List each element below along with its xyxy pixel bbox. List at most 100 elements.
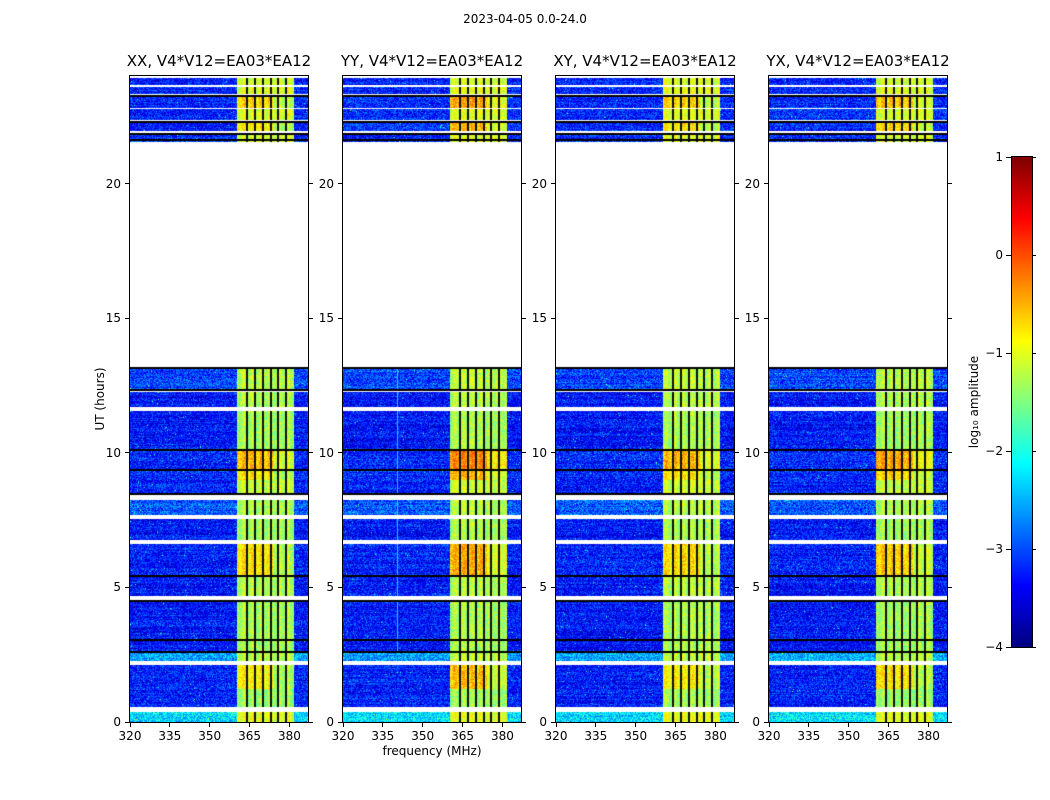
y-tick <box>338 452 342 454</box>
x-tick-label: 365 <box>238 729 261 743</box>
y-tick <box>948 721 952 723</box>
colorbar-tick-label: −4 <box>985 640 1003 654</box>
x-tick-label: 350 <box>837 729 861 743</box>
y-tick <box>338 721 342 723</box>
colorbar-tick-label: −3 <box>985 542 1003 556</box>
y-tick <box>125 452 129 454</box>
panel-title-xx: XX, V4*V12=EA03*EA12 <box>126 52 312 70</box>
x-tick-label: 380 <box>277 729 301 743</box>
y-tick <box>125 183 129 185</box>
x-tick-label: 320 <box>544 729 568 743</box>
x-tick <box>675 723 677 727</box>
colorbar-tick-label: 0 <box>995 248 1003 262</box>
y-tick-label: 15 <box>531 311 547 326</box>
colorbar-tick <box>1033 646 1036 648</box>
x-tick-label: 335 <box>797 729 821 743</box>
x-tick <box>555 723 557 727</box>
y-tick <box>125 586 129 588</box>
y-tick-label: 15 <box>744 311 760 326</box>
y-tick-label: 20 <box>105 176 121 191</box>
colorbar-label: log₁₀ amplitude <box>967 355 981 449</box>
y-tick <box>948 183 952 185</box>
panel-xy <box>555 75 735 723</box>
y-tick-label: 20 <box>744 176 760 191</box>
y-tick <box>948 586 952 588</box>
colorbar <box>1011 156 1033 648</box>
y-tick <box>125 317 129 319</box>
colorbar-tick <box>1033 254 1036 256</box>
x-tick <box>595 723 597 727</box>
y-tick <box>551 452 555 454</box>
panel-xx <box>129 75 309 723</box>
y-tick <box>338 183 342 185</box>
spectrogram-canvas-yy <box>343 76 521 722</box>
x-tick <box>209 723 211 727</box>
y-tick-label: 0 <box>113 715 121 729</box>
y-tick <box>338 586 342 588</box>
y-tick <box>551 586 555 588</box>
y-tick <box>735 586 739 588</box>
colorbar-tick <box>1033 156 1036 158</box>
colorbar-gradient <box>1012 157 1032 647</box>
x-tick-label: 350 <box>198 729 222 743</box>
x-tick <box>501 723 503 727</box>
spectrogram-canvas-xy <box>556 76 734 722</box>
x-tick <box>422 723 424 727</box>
y-tick <box>551 183 555 185</box>
y-tick <box>309 183 313 185</box>
spectrogram-canvas-xx <box>130 76 308 722</box>
y-tick-label: 10 <box>531 445 547 460</box>
figure-title: 2023-04-05 0.0-24.0 <box>463 12 587 26</box>
y-tick-label: 20 <box>531 176 547 191</box>
colorbar-tick <box>1006 646 1011 648</box>
panel-yx <box>768 75 948 723</box>
colorbar-tick <box>1006 156 1011 158</box>
colorbar-tick <box>1006 352 1011 354</box>
y-tick <box>309 317 313 319</box>
x-tick-label: 380 <box>916 729 940 743</box>
x-axis-label: frequency (MHz) <box>382 744 482 758</box>
y-tick-label: 5 <box>752 580 760 595</box>
colorbar-tick <box>1006 450 1011 452</box>
y-tick-label: 0 <box>539 715 547 729</box>
y-tick <box>948 317 952 319</box>
y-tick <box>948 452 952 454</box>
colorbar-tick-label: −2 <box>985 444 1003 458</box>
y-tick-label: 10 <box>744 445 760 460</box>
y-tick <box>551 317 555 319</box>
y-tick-label: 10 <box>318 445 334 460</box>
x-tick <box>714 723 716 727</box>
x-tick <box>927 723 929 727</box>
x-tick <box>129 723 131 727</box>
x-tick-label: 320 <box>757 729 781 743</box>
panel-yy <box>342 75 522 723</box>
x-tick-label: 380 <box>490 729 514 743</box>
y-tick <box>764 183 768 185</box>
x-tick <box>888 723 890 727</box>
colorbar-tick-label: 1 <box>995 150 1003 164</box>
y-tick <box>309 452 313 454</box>
colorbar-tick <box>1033 548 1036 550</box>
spectrogram-canvas-yx <box>769 76 947 722</box>
x-tick <box>635 723 637 727</box>
y-tick <box>309 586 313 588</box>
x-tick <box>848 723 850 727</box>
y-tick <box>735 317 739 319</box>
y-tick <box>735 183 739 185</box>
y-tick <box>309 721 313 723</box>
x-tick <box>288 723 290 727</box>
x-tick <box>249 723 251 727</box>
panel-title-xy: XY, V4*V12=EA03*EA12 <box>553 52 737 70</box>
y-tick <box>735 452 739 454</box>
y-tick-label: 5 <box>113 580 121 595</box>
x-tick-label: 335 <box>371 729 395 743</box>
y-tick-label: 0 <box>326 715 334 729</box>
y-tick <box>522 721 526 723</box>
panel-title-yx: YX, V4*V12=EA03*EA12 <box>766 52 950 70</box>
x-tick <box>808 723 810 727</box>
y-tick <box>764 317 768 319</box>
x-tick <box>169 723 171 727</box>
y-axis-label: UT (hours) <box>93 367 107 431</box>
y-tick-label: 5 <box>539 580 547 595</box>
